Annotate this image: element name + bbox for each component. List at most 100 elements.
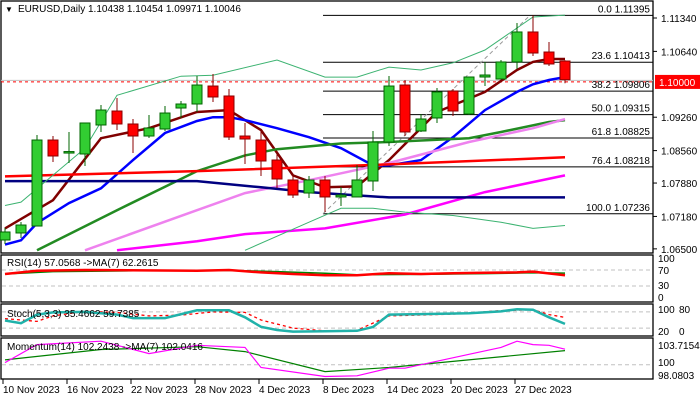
candle-body — [351, 179, 363, 198]
price-axis-label: 1.11340 — [661, 14, 697, 25]
momentum-ma-line — [4, 346, 566, 373]
candle-body — [287, 179, 299, 196]
date-axis-label: 8 Dec 2023 — [323, 385, 375, 396]
candle-body — [383, 85, 395, 143]
indicator-lines — [4, 268, 566, 378]
panel-frame — [0, 254, 654, 303]
price-axis-label: 1.06500 — [661, 245, 698, 256]
candle-body — [303, 179, 315, 194]
moving-average-line — [4, 156, 566, 178]
rsi-level-label: 100 — [658, 254, 675, 265]
stoch-level-label: 0 — [679, 327, 685, 338]
candle-body — [319, 179, 331, 198]
date-axis-label: 27 Dec 2023 — [515, 385, 572, 396]
menu-triangle-icon[interactable]: ▼ — [5, 5, 13, 14]
momentum-title: Momentum(14) 102.2438 ->MA(7) 102.0416 — [7, 342, 203, 353]
candle-body — [63, 151, 75, 154]
moving-average-line — [4, 75, 566, 246]
candle-body — [111, 110, 123, 125]
fib-level-label: 61.8 1.08825 — [592, 127, 651, 138]
fib-trend-line — [322, 15, 531, 215]
candle-body — [239, 135, 251, 140]
stoch-signal-line — [4, 309, 566, 332]
moving-average-line — [84, 117, 566, 252]
moving-averages — [4, 14, 566, 252]
momentum-line — [4, 340, 566, 378]
candle-body — [143, 127, 155, 137]
stoch-level-label: 80 — [679, 305, 691, 316]
date-axis-label: 10 Nov 2023 — [3, 385, 60, 396]
date-axis-label: 16 Nov 2023 — [67, 385, 124, 396]
fib-level-label: 50.0 1.09315 — [592, 104, 651, 115]
panel-frame — [0, 0, 654, 254]
panel-frame — [0, 337, 654, 380]
stoch-main-line — [4, 307, 566, 333]
candle-body — [47, 139, 59, 157]
candle-body — [15, 224, 27, 234]
rsi-line — [4, 268, 566, 277]
date-axis-label: 22 Nov 2023 — [131, 385, 188, 396]
fib-level-label: 0.0 1.11395 — [598, 4, 651, 15]
date-axis-label: 14 Dec 2023 — [387, 385, 444, 396]
moving-average-line — [4, 14, 566, 206]
moving-average-line — [36, 118, 566, 252]
stoch-level-label: 100 — [658, 305, 675, 316]
moving-average-line — [244, 207, 566, 251]
candle-body — [399, 84, 411, 133]
fib-level-label: 23.6 1.10413 — [592, 51, 651, 62]
symbol-timeframe: EURUSD,Daily — [18, 4, 85, 15]
date-axis-label: 4 Dec 2023 — [259, 385, 311, 396]
candle-body — [0, 231, 11, 241]
fib-level-label: 76.4 1.08218 — [592, 156, 651, 167]
candle-body — [31, 139, 43, 227]
price-axis-label: 1.10640 — [661, 47, 698, 58]
candle-body — [495, 61, 507, 80]
panel-frame — [0, 303, 654, 337]
current-price-badge — [655, 74, 700, 89]
candle-body — [527, 31, 539, 54]
date-axis-label: 20 Dec 2023 — [451, 385, 508, 396]
stoch-title: Stoch(5,3,3) 35.4662 59.7385 — [7, 309, 140, 320]
price-axis-label: 1.09260 — [661, 113, 698, 124]
candle-body — [559, 60, 571, 81]
candle-body — [159, 112, 171, 130]
fibonacci-retracement[interactable]: 0.0 1.11395 23.6 1.10413 38.2 1.09806 50.0 … — [322, 4, 653, 215]
candle-body — [367, 141, 379, 182]
candle-body — [255, 139, 267, 162]
candle-body — [543, 51, 555, 65]
candle-body — [415, 118, 427, 132]
date-axis-label: 28 Nov 2023 — [195, 385, 252, 396]
fib-level-label: 38.2 1.09806 — [592, 80, 651, 91]
candle-body — [335, 194, 347, 198]
candle-body — [223, 95, 235, 138]
momentum-level-label: 100 — [658, 358, 675, 369]
ohlc-values: 1.10438 1.10454 1.09971 1.10046 — [88, 4, 241, 15]
panel-frames — [0, 0, 654, 380]
candle-body — [271, 159, 283, 180]
momentum-level-label: 103.7154 — [658, 341, 700, 352]
candle-body — [511, 31, 523, 63]
rsi-level-label: 30 — [658, 281, 670, 292]
candle-body — [479, 74, 491, 78]
current-price-label: 1.10000 — [659, 78, 696, 89]
price-axis-label: 1.08560 — [661, 147, 698, 158]
rsi-title: RSI(14) 57.0568 ->MA(7) 62.2615 — [7, 258, 159, 269]
candle-body — [447, 90, 459, 112]
fib-level-label: 100.0 1.07236 — [586, 203, 650, 214]
candle-body — [95, 109, 107, 126]
candle-body — [127, 123, 139, 137]
rsi-level-label: 0 — [658, 293, 664, 304]
rsi-level-label: 70 — [658, 266, 670, 277]
axes: 1.11340 1.10640 1.09260 1.08560 1.07880 1.071… — [2, 14, 700, 396]
stoch-level-label: 20 — [658, 327, 670, 338]
candle-body — [175, 103, 187, 109]
candle-body — [463, 76, 475, 115]
price-axis-label: 1.07880 — [661, 179, 698, 190]
candles — [0, 15, 571, 245]
moving-average-line — [116, 174, 566, 252]
candle-body — [207, 85, 219, 98]
price-axis-label: 1.07180 — [661, 212, 698, 223]
candle-body — [191, 84, 203, 105]
candle-body — [79, 122, 91, 155]
